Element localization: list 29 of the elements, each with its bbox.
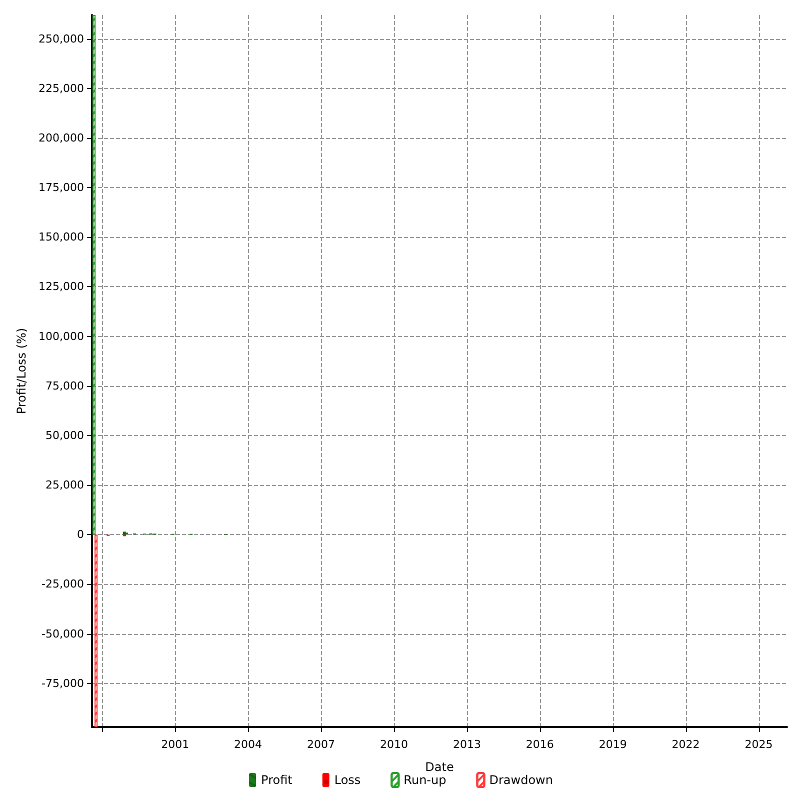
x-tick-label: 2019 [598,738,627,751]
y-tick-label: -25,000 [42,578,84,591]
x-tick-label: 2004 [234,738,262,751]
y-tick-label: 25,000 [46,478,84,492]
y-tick-label: 125,000 [38,280,84,294]
legend-label: Drawdown [489,773,553,787]
y-tick-label: 75,000 [46,379,84,392]
legend-label: Profit [261,773,293,787]
x-tick-label: 2013 [452,738,481,751]
y-tick-label: 100,000 [38,330,84,343]
y-tick-label: 250,000 [38,32,84,46]
x-tick-label: 2016 [526,738,554,751]
y-tick-label: -75,000 [42,676,84,690]
legend-label: Loss [334,773,361,787]
x-tick-label: 2010 [380,738,408,751]
y-tick-label: -50,000 [42,627,84,640]
y-tick-label: 200,000 [38,131,84,144]
y-axis-title: Profit/Loss (%) [14,328,29,414]
x-tick-label: 2001 [161,738,190,751]
y-tick-label: 50,000 [46,428,84,442]
y-tick-label: 150,000 [38,230,84,244]
y-tick-label: 225,000 [38,82,84,95]
x-tick-label: 2007 [307,738,336,751]
y-tick-label: 0 [77,528,84,542]
x-axis-title: Date [425,760,454,774]
x-tick-label: 2022 [672,738,700,751]
x-tick-label: 2025 [744,738,773,751]
legend-label: Run-up [404,773,446,787]
y-tick-label: 175,000 [38,181,84,194]
